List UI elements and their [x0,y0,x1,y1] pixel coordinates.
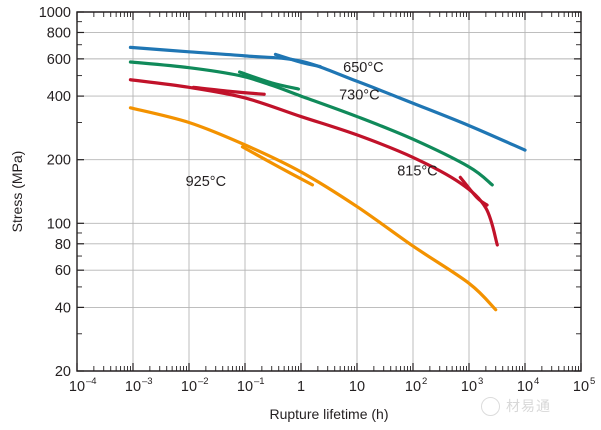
815C-upper-branch [458,175,489,207]
svg-text:10: 10 [573,379,589,395]
y-tick-label: 200 [47,153,71,169]
gridlines [77,12,581,371]
x-tick-label: 10 5 [573,376,595,395]
series-label-650°C: 650°C [343,60,383,76]
svg-text:3: 3 [478,376,483,387]
x-tick-label: 10 –3 [125,376,153,395]
y-tick-label: 40 [55,300,71,316]
x-tick-label: 10 4 [517,376,539,395]
series-curve [128,60,494,187]
svg-text:1: 1 [297,379,305,395]
730C-short-branch [237,70,301,91]
axes [76,11,582,372]
y-tick-label: 60 [55,263,71,279]
x-tick-label: 10 3 [461,376,483,395]
svg-text:10: 10 [517,379,533,395]
svg-text:5: 5 [590,376,595,387]
series-label-925°C: 925°C [186,174,226,190]
y-ticks: 1000 800 600 400 200 100 80 60 40 20 [39,5,581,380]
x-tick-label: 10 –4 [69,376,97,395]
svg-text:–1: –1 [254,376,265,387]
series-curve [128,106,498,312]
svg-text:10: 10 [69,379,85,395]
series-curve [128,78,499,247]
815C-short-branch [191,85,266,96]
y-tick-label: 1000 [39,5,71,21]
axis-frame [76,11,582,372]
watermark-text: 材易通 [506,398,551,414]
series-label-730°C: 730°C [339,88,379,104]
svg-text:10: 10 [461,379,477,395]
svg-text:10: 10 [237,379,253,395]
svg-text:10: 10 [181,379,197,395]
x-tick-label: 10 [349,379,365,395]
svg-text:10: 10 [125,379,141,395]
svg-text:4: 4 [534,376,539,387]
wechat-circle-icon [481,397,500,416]
650C-short-branch [273,52,322,69]
y-tick-label: 100 [47,216,71,232]
svg-text:2: 2 [422,376,427,387]
series-group [128,45,527,312]
series-curve [128,45,527,152]
x-tick-label: 10 2 [405,376,427,395]
x-axis-title: Rupture lifetime (h) [269,406,388,422]
series-label-815°C: 815°C [397,164,437,180]
x-tick-label: 10 –1 [237,376,265,395]
series-730°C [128,60,494,187]
svg-text:–3: –3 [142,376,153,387]
y-tick-label: 20 [55,364,71,380]
svg-text:10: 10 [349,379,365,395]
y-tick-label: 400 [47,89,71,105]
y-tick-label: 800 [47,25,71,41]
x-ticks: 10 –4 10 –3 10 –2 10 –1 1 10 10 2 10 3 10 4 10 5 [69,12,595,395]
y-axis-title: Stress (MPa) [9,151,25,233]
y-tick-label: 600 [47,52,71,68]
925C-short-branch [240,145,315,187]
series-labels: 650°C 730°C 815°C 925°C [186,60,438,190]
x-tick-label: 1 [297,379,305,395]
svg-text:–2: –2 [198,376,209,387]
x-tick-label: 10 –2 [181,376,209,395]
svg-text:10: 10 [405,379,421,395]
y-tick-label: 80 [55,237,71,253]
series-925°C [128,106,498,312]
svg-text:–4: –4 [86,376,97,387]
series-650°C [128,45,527,152]
series-815°C [128,78,499,247]
